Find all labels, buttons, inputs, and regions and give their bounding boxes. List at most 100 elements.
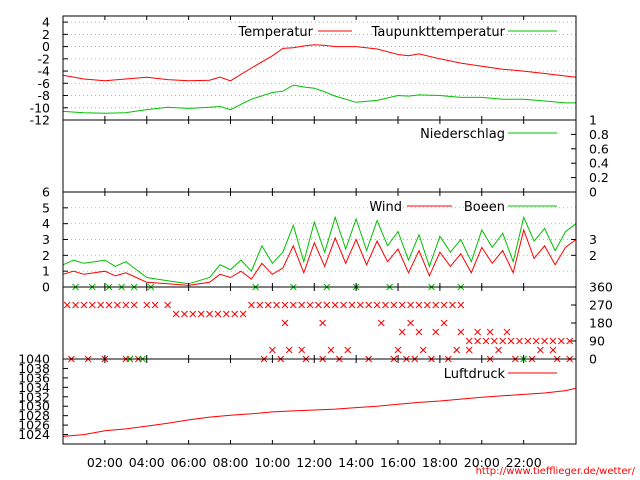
y-tick-label: -8 — [38, 88, 51, 103]
wind-direction-point — [285, 346, 293, 354]
point-stroke — [407, 319, 414, 327]
point-stroke — [524, 337, 532, 345]
point-stroke — [80, 301, 88, 309]
point-stroke — [206, 310, 213, 318]
wind-direction-point — [465, 337, 473, 345]
point-stroke — [566, 337, 574, 345]
legend-label: Temperatur — [237, 25, 313, 40]
wind-direction-point — [143, 301, 151, 309]
y-tick-label: 6 — [42, 185, 50, 200]
point-stroke — [549, 346, 557, 354]
point-stroke — [373, 301, 381, 309]
point-stroke — [344, 346, 352, 354]
point-stroke — [432, 301, 440, 309]
wind-direction-point — [377, 319, 385, 327]
y-tick-label: 2 — [42, 27, 50, 42]
wind-direction-point — [248, 301, 255, 309]
wind-direction-point — [214, 310, 222, 318]
y-tick-label: 0 — [589, 352, 597, 367]
point-stroke — [490, 337, 498, 345]
x-tick-label: 02:00 — [87, 455, 123, 470]
y-tick-label: 0.2 — [589, 170, 609, 185]
wind-direction-point — [151, 301, 159, 309]
x-tick-label: 22:00 — [506, 455, 542, 470]
y-tick-label: 1032 — [18, 389, 50, 404]
point-stroke — [239, 310, 247, 318]
point-stroke — [394, 346, 402, 354]
wind-direction-point — [344, 346, 352, 354]
point-stroke — [532, 337, 540, 345]
point-stroke — [122, 301, 130, 309]
wind-direction-point — [419, 346, 427, 354]
wind-direction-point — [457, 328, 465, 336]
wind-direction-point — [105, 301, 113, 309]
wind-direction-point — [407, 301, 414, 309]
y-tick-label: 180 — [589, 316, 613, 331]
point-stroke — [130, 301, 138, 309]
point-stroke — [248, 301, 255, 309]
wind-direction-point — [331, 301, 339, 309]
y-tick-label-right: 2 — [589, 248, 597, 263]
wind-direction-point — [549, 337, 557, 345]
y-tick-label: 1 — [589, 113, 597, 128]
panel-frame — [62, 358, 577, 445]
point-stroke — [474, 328, 481, 336]
legend-label: Boeen — [464, 200, 505, 215]
x-tick-label: 20:00 — [464, 455, 500, 470]
point-stroke — [340, 301, 347, 309]
y-tick-label: 360 — [589, 280, 613, 295]
point-stroke — [507, 337, 515, 345]
wind-direction-point — [273, 301, 280, 309]
wind-direction-point — [231, 310, 239, 318]
wind-direction-point — [348, 301, 356, 309]
y-tick-label: -12 — [30, 113, 50, 128]
point-stroke — [214, 310, 222, 318]
wind-direction-point — [495, 346, 502, 354]
point-stroke — [541, 337, 548, 345]
point-stroke — [495, 346, 502, 354]
point-stroke — [415, 301, 423, 309]
point-stroke — [331, 301, 339, 309]
wind-direction-point — [486, 328, 494, 336]
y-tick-label: 0 — [589, 185, 597, 200]
y-tick-label: 5 — [42, 200, 50, 215]
point-stroke — [348, 301, 356, 309]
wind-direction-point — [382, 301, 389, 309]
wind-direction-point — [465, 346, 473, 354]
point-stroke — [549, 337, 557, 345]
wind-direction-point — [549, 346, 557, 354]
y-tick-label: 0 — [42, 39, 50, 54]
wind-direction-point — [516, 337, 523, 345]
y-tick-label: 1024 — [18, 427, 50, 442]
point-stroke — [327, 346, 335, 354]
point-stroke — [382, 301, 389, 309]
wind-direction-point — [72, 301, 79, 309]
point-stroke — [457, 301, 465, 309]
wind-direction-point — [407, 319, 414, 327]
wind-direction-point — [566, 337, 574, 345]
point-stroke — [449, 301, 456, 309]
legend-label: Niederschlag — [420, 127, 505, 142]
wind-direction-point — [289, 301, 297, 309]
y-tick-label: 1036 — [18, 370, 50, 385]
y-tick-label: 1028 — [18, 408, 50, 423]
series-line-boeen — [62, 215, 577, 285]
wind-direction-point — [164, 301, 172, 309]
wind-direction-point — [394, 346, 402, 354]
wind-direction-point — [340, 301, 347, 309]
y-tick-label: -6 — [38, 76, 51, 91]
x-tick-label: 16:00 — [380, 455, 416, 470]
wind-direction-point — [356, 301, 364, 309]
wind-direction-point — [398, 301, 406, 309]
point-stroke — [151, 301, 159, 309]
point-stroke — [457, 328, 465, 336]
y-tick-label: -2 — [38, 51, 50, 66]
point-stroke — [164, 301, 172, 309]
point-stroke — [407, 301, 414, 309]
y-tick-label: 2 — [42, 248, 50, 263]
legend-label: Taupunkttemperatur — [371, 25, 506, 40]
point-stroke — [63, 301, 71, 309]
point-stroke — [453, 346, 461, 354]
y-tick-label: 1040 — [18, 352, 50, 367]
point-stroke — [503, 328, 511, 336]
